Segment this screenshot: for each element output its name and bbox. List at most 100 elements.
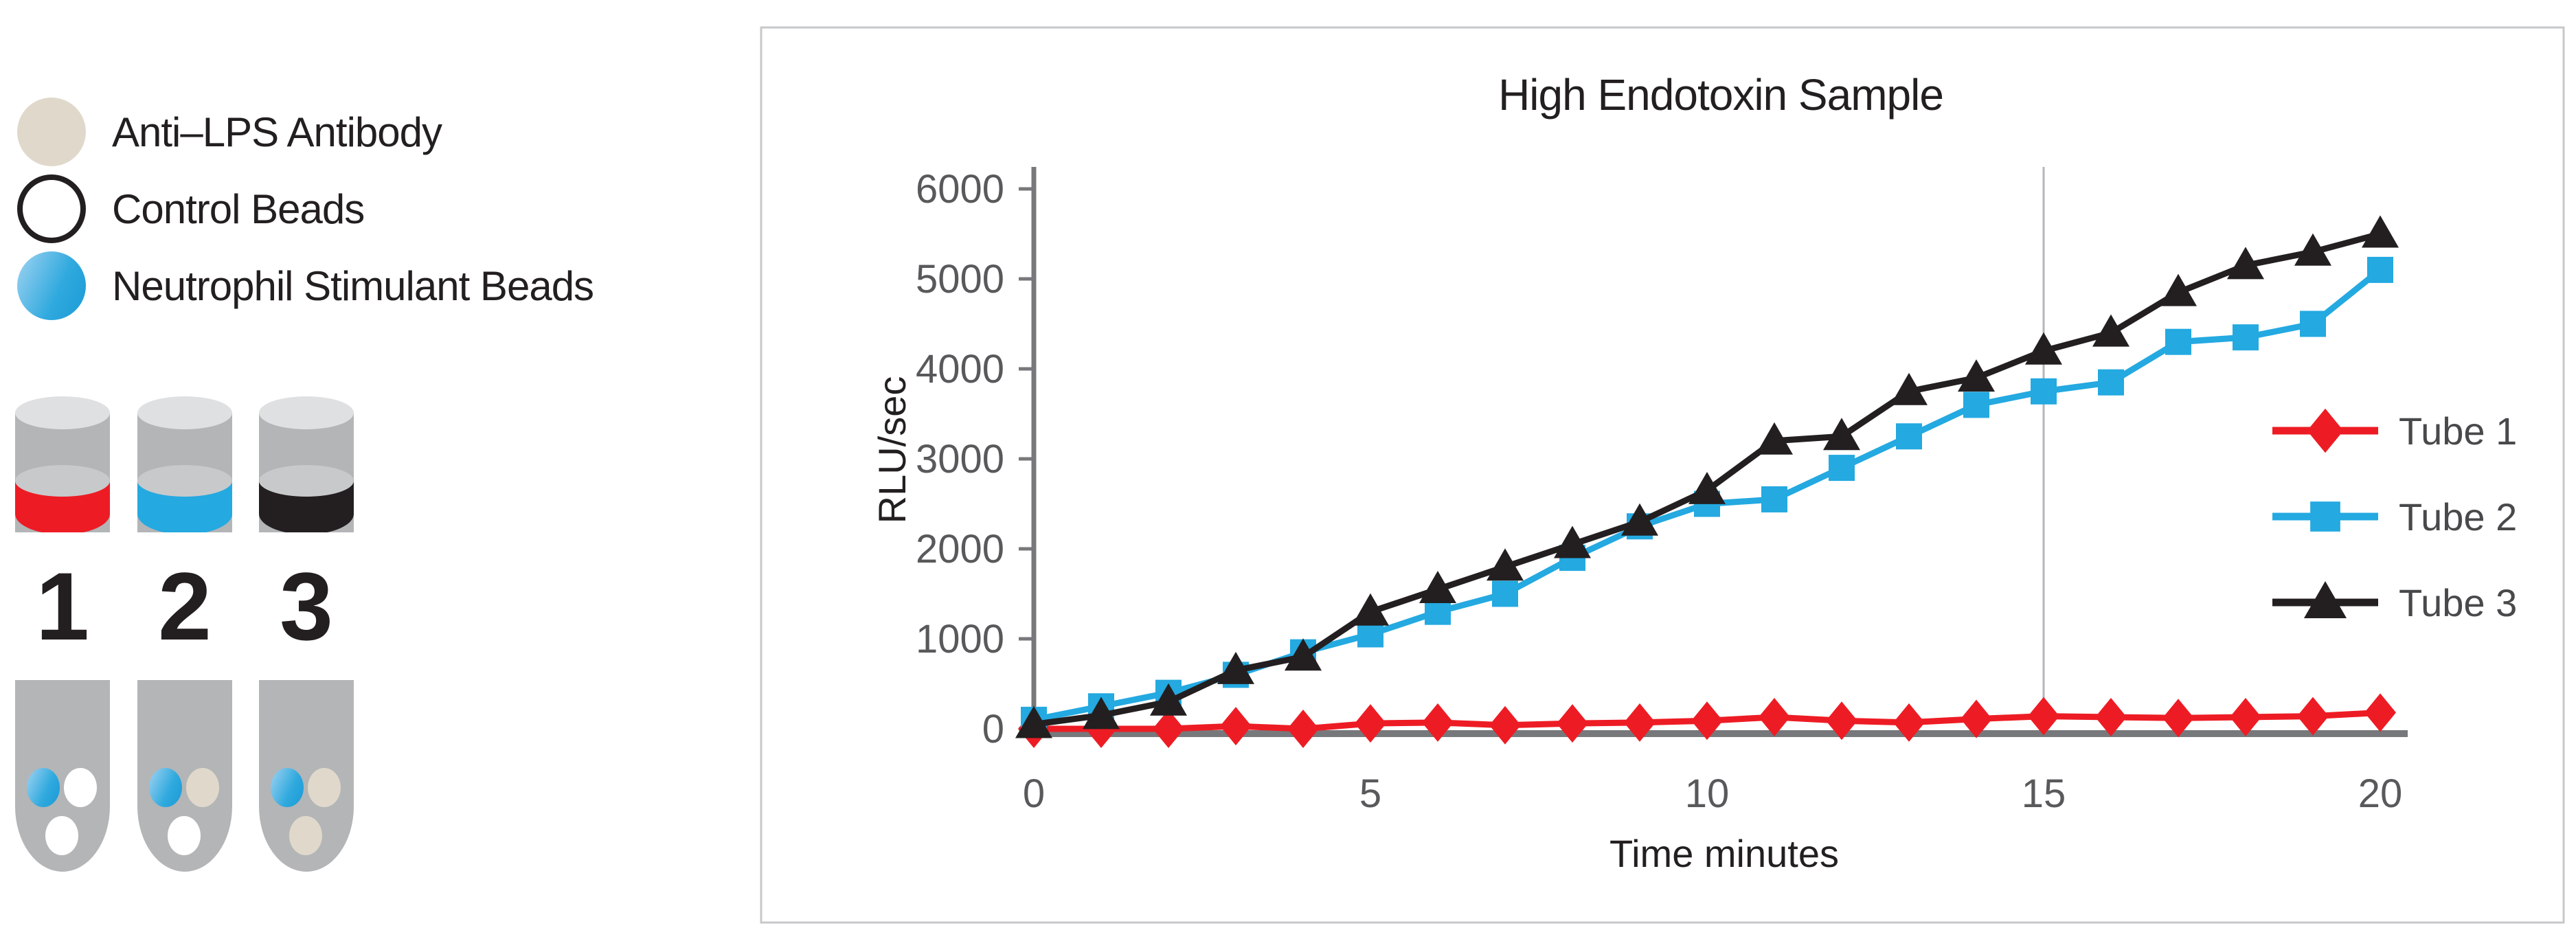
data-point-marker [2230, 697, 2261, 736]
tube-bead [27, 768, 60, 807]
y-tick-label: 4000 [916, 347, 1004, 392]
y-tick-label: 0 [982, 707, 1004, 751]
data-point-marker [1893, 703, 1925, 742]
tube-liquid-surface [259, 465, 354, 497]
legend-label: Tube 2 [2399, 495, 2517, 539]
data-point-marker [1829, 455, 1855, 482]
tube-number-label: 3 [259, 532, 354, 680]
data-point-marker [1422, 703, 1454, 742]
data-point-marker [1621, 503, 1658, 536]
series-tube-3 [1015, 215, 2399, 738]
data-point-marker [2367, 256, 2393, 283]
data-point-marker [1150, 683, 1187, 716]
data-point-marker [1554, 525, 1591, 558]
data-point-marker [2297, 697, 2329, 736]
tube-2: 2 [137, 396, 232, 872]
tube-bead [45, 816, 78, 855]
bead-legend-label: Neutrophil Stimulant Beads [112, 262, 594, 309]
data-point-marker [1890, 372, 1928, 405]
data-point-marker [2160, 273, 2197, 306]
legend-marker-icon [2310, 501, 2340, 532]
data-point-marker [1357, 621, 1383, 648]
data-point-marker [1492, 580, 1518, 607]
y-tick-label: 6000 [916, 167, 1004, 212]
data-point-marker [1425, 598, 1451, 625]
tube-bead [64, 768, 97, 807]
x-tick-label: 20 [2358, 771, 2403, 816]
data-point-marker [1352, 593, 1389, 626]
tube-bead [289, 816, 322, 855]
legend-marker-icon [2307, 408, 2344, 453]
anti-lps-antibody-bead-icon [17, 98, 86, 166]
tube-bead [168, 816, 201, 855]
data-point-marker [1285, 638, 1322, 671]
data-point-marker [1217, 651, 1254, 684]
data-point-marker [2092, 314, 2129, 347]
data-point-marker [1015, 705, 1052, 738]
data-point-marker [2098, 369, 2124, 396]
tube-1: 1 [15, 396, 110, 872]
x-tick-label: 15 [2022, 771, 2066, 816]
y-axis-title: RLU/sec [870, 376, 914, 524]
tube-liquid-surface [137, 465, 232, 497]
legend-item-tube-2: Tube 2 [2272, 495, 2517, 539]
tube-top-ellipse [15, 396, 110, 429]
tube-number: 2 [158, 552, 212, 660]
y-tick-label: 1000 [916, 617, 1004, 661]
tube-3: 3 [259, 396, 354, 872]
y-tick-label: 5000 [916, 257, 1004, 302]
data-point-marker [2364, 693, 2396, 732]
data-point-marker [2028, 697, 2059, 736]
bead-legend-row-control: Control Beads [17, 173, 365, 245]
y-tick-label: 3000 [916, 437, 1004, 482]
tube-bead [149, 768, 182, 807]
data-point-marker [1557, 704, 1588, 743]
tube-number-label: 1 [15, 532, 110, 680]
data-point-marker [1691, 701, 1723, 740]
tube-bead [308, 768, 341, 807]
bead-legend-row-antibody: Anti–LPS Antibody [17, 96, 442, 168]
bead-legend-label: Anti–LPS Antibody [112, 109, 442, 155]
legend-label: Tube 3 [2399, 581, 2517, 624]
neutrophil-stimulant-bead-icon [17, 251, 86, 320]
legend-item-tube-1: Tube 1 [2272, 408, 2517, 453]
chart-title: High Endotoxin Sample [1498, 70, 1943, 120]
data-point-marker [2227, 247, 2264, 280]
legend-item-tube-3: Tube 3 [2272, 580, 2517, 624]
data-point-marker [1826, 701, 1857, 740]
data-point-marker [2233, 324, 2259, 351]
data-point-marker [2165, 328, 2191, 355]
data-point-marker [1487, 548, 1524, 581]
x-tick-label: 10 [1685, 771, 1730, 816]
legend-label: Tube 1 [2399, 409, 2517, 453]
x-tick-label: 5 [1359, 771, 1381, 816]
data-point-marker [2025, 332, 2062, 365]
tube-liquid-surface [15, 465, 110, 497]
tube-number: 3 [280, 552, 333, 660]
tube-bead [271, 768, 304, 807]
tube-number: 1 [36, 552, 89, 660]
data-point-marker [1759, 697, 1790, 736]
data-point-marker [1958, 359, 1995, 392]
data-point-marker [1153, 710, 1184, 748]
data-point-marker [2362, 215, 2399, 248]
data-point-marker [1761, 486, 1787, 512]
data-point-marker [1823, 418, 1860, 451]
legend-marker-icon [2303, 580, 2347, 618]
data-point-marker [1355, 704, 1386, 743]
bead-legend-row-stimulant: Neutrophil Stimulant Beads [17, 250, 594, 321]
y-tick-label: 2000 [916, 527, 1004, 572]
tube-bead [186, 768, 219, 807]
control-bead-icon [17, 174, 86, 243]
data-point-marker [1287, 710, 1319, 748]
data-point-marker [2031, 378, 2057, 405]
tube-number-label: 2 [137, 532, 232, 680]
endotoxin-line-chart: 0 1000 2000 3000 4000 5000 6000 0 5 10 15 20 High En… [760, 26, 2565, 924]
data-point-marker [1489, 705, 1521, 745]
bead-legend-label: Control Beads [112, 185, 365, 232]
tube-top-ellipse [259, 396, 354, 429]
tube-top-ellipse [137, 396, 232, 429]
data-point-marker [2162, 699, 2194, 738]
data-point-marker [1419, 570, 1456, 603]
